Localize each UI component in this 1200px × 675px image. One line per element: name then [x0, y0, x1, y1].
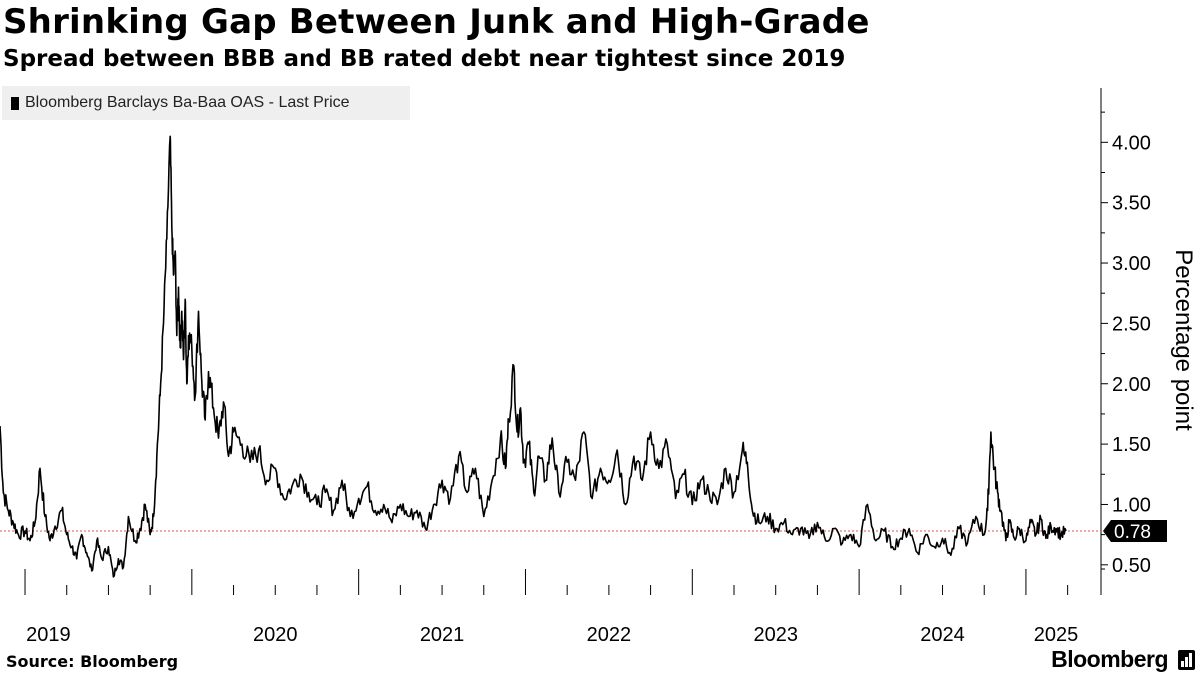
legend-swatch [11, 96, 19, 110]
x-tick-label: 2021 [420, 624, 465, 646]
series-group [0, 135, 1067, 578]
last-price-badge: 0.78 [1103, 520, 1167, 543]
series-line [0, 135, 1067, 578]
y-tick-label: 3.00 [1112, 253, 1151, 275]
x-tick-label: 2023 [753, 624, 798, 646]
x-tick-label: 2019 [26, 624, 71, 646]
legend: Bloomberg Barclays Ba-Baa OAS - Last Pri… [2, 86, 410, 120]
chart-title: Shrinking Gap Between Junk and High-Grad… [3, 2, 870, 42]
bloomberg-logo: Bloomberg [1051, 646, 1168, 672]
last-price-badge-shape [1103, 520, 1167, 543]
chart-subtitle: Spread between BBB and BB rated debt nea… [3, 46, 846, 72]
y-axis-label: Percentage point [1170, 249, 1197, 431]
x-tick-label: 2022 [587, 624, 632, 646]
y-tick-label: 2.50 [1112, 313, 1151, 335]
source-note: Source: Bloomberg [6, 652, 179, 671]
y-tick-label: 1.00 [1112, 494, 1151, 516]
bloomberg-terminal-icon [1178, 650, 1195, 670]
y-tick-label: 1.50 [1112, 434, 1151, 456]
legend-label: Bloomberg Barclays Ba-Baa OAS - Last Pri… [25, 94, 350, 111]
x-tick-label: 2024 [920, 624, 965, 646]
x-tick-label: 2025 [1034, 624, 1079, 646]
x-tick-label: 2020 [253, 624, 298, 646]
last-price-badge-label: 0.78 [1114, 522, 1151, 543]
y-tick-label: 3.50 [1112, 193, 1151, 215]
y-tick-label: 0.50 [1112, 555, 1151, 577]
chart-axes: 0.50 1.00 1.50 2.00 2.50 3.00 3.50 4.00 2019 2020… [24, 88, 1151, 646]
y-tick-label: 2.00 [1112, 374, 1151, 396]
y-tick-label: 4.00 [1112, 132, 1151, 154]
